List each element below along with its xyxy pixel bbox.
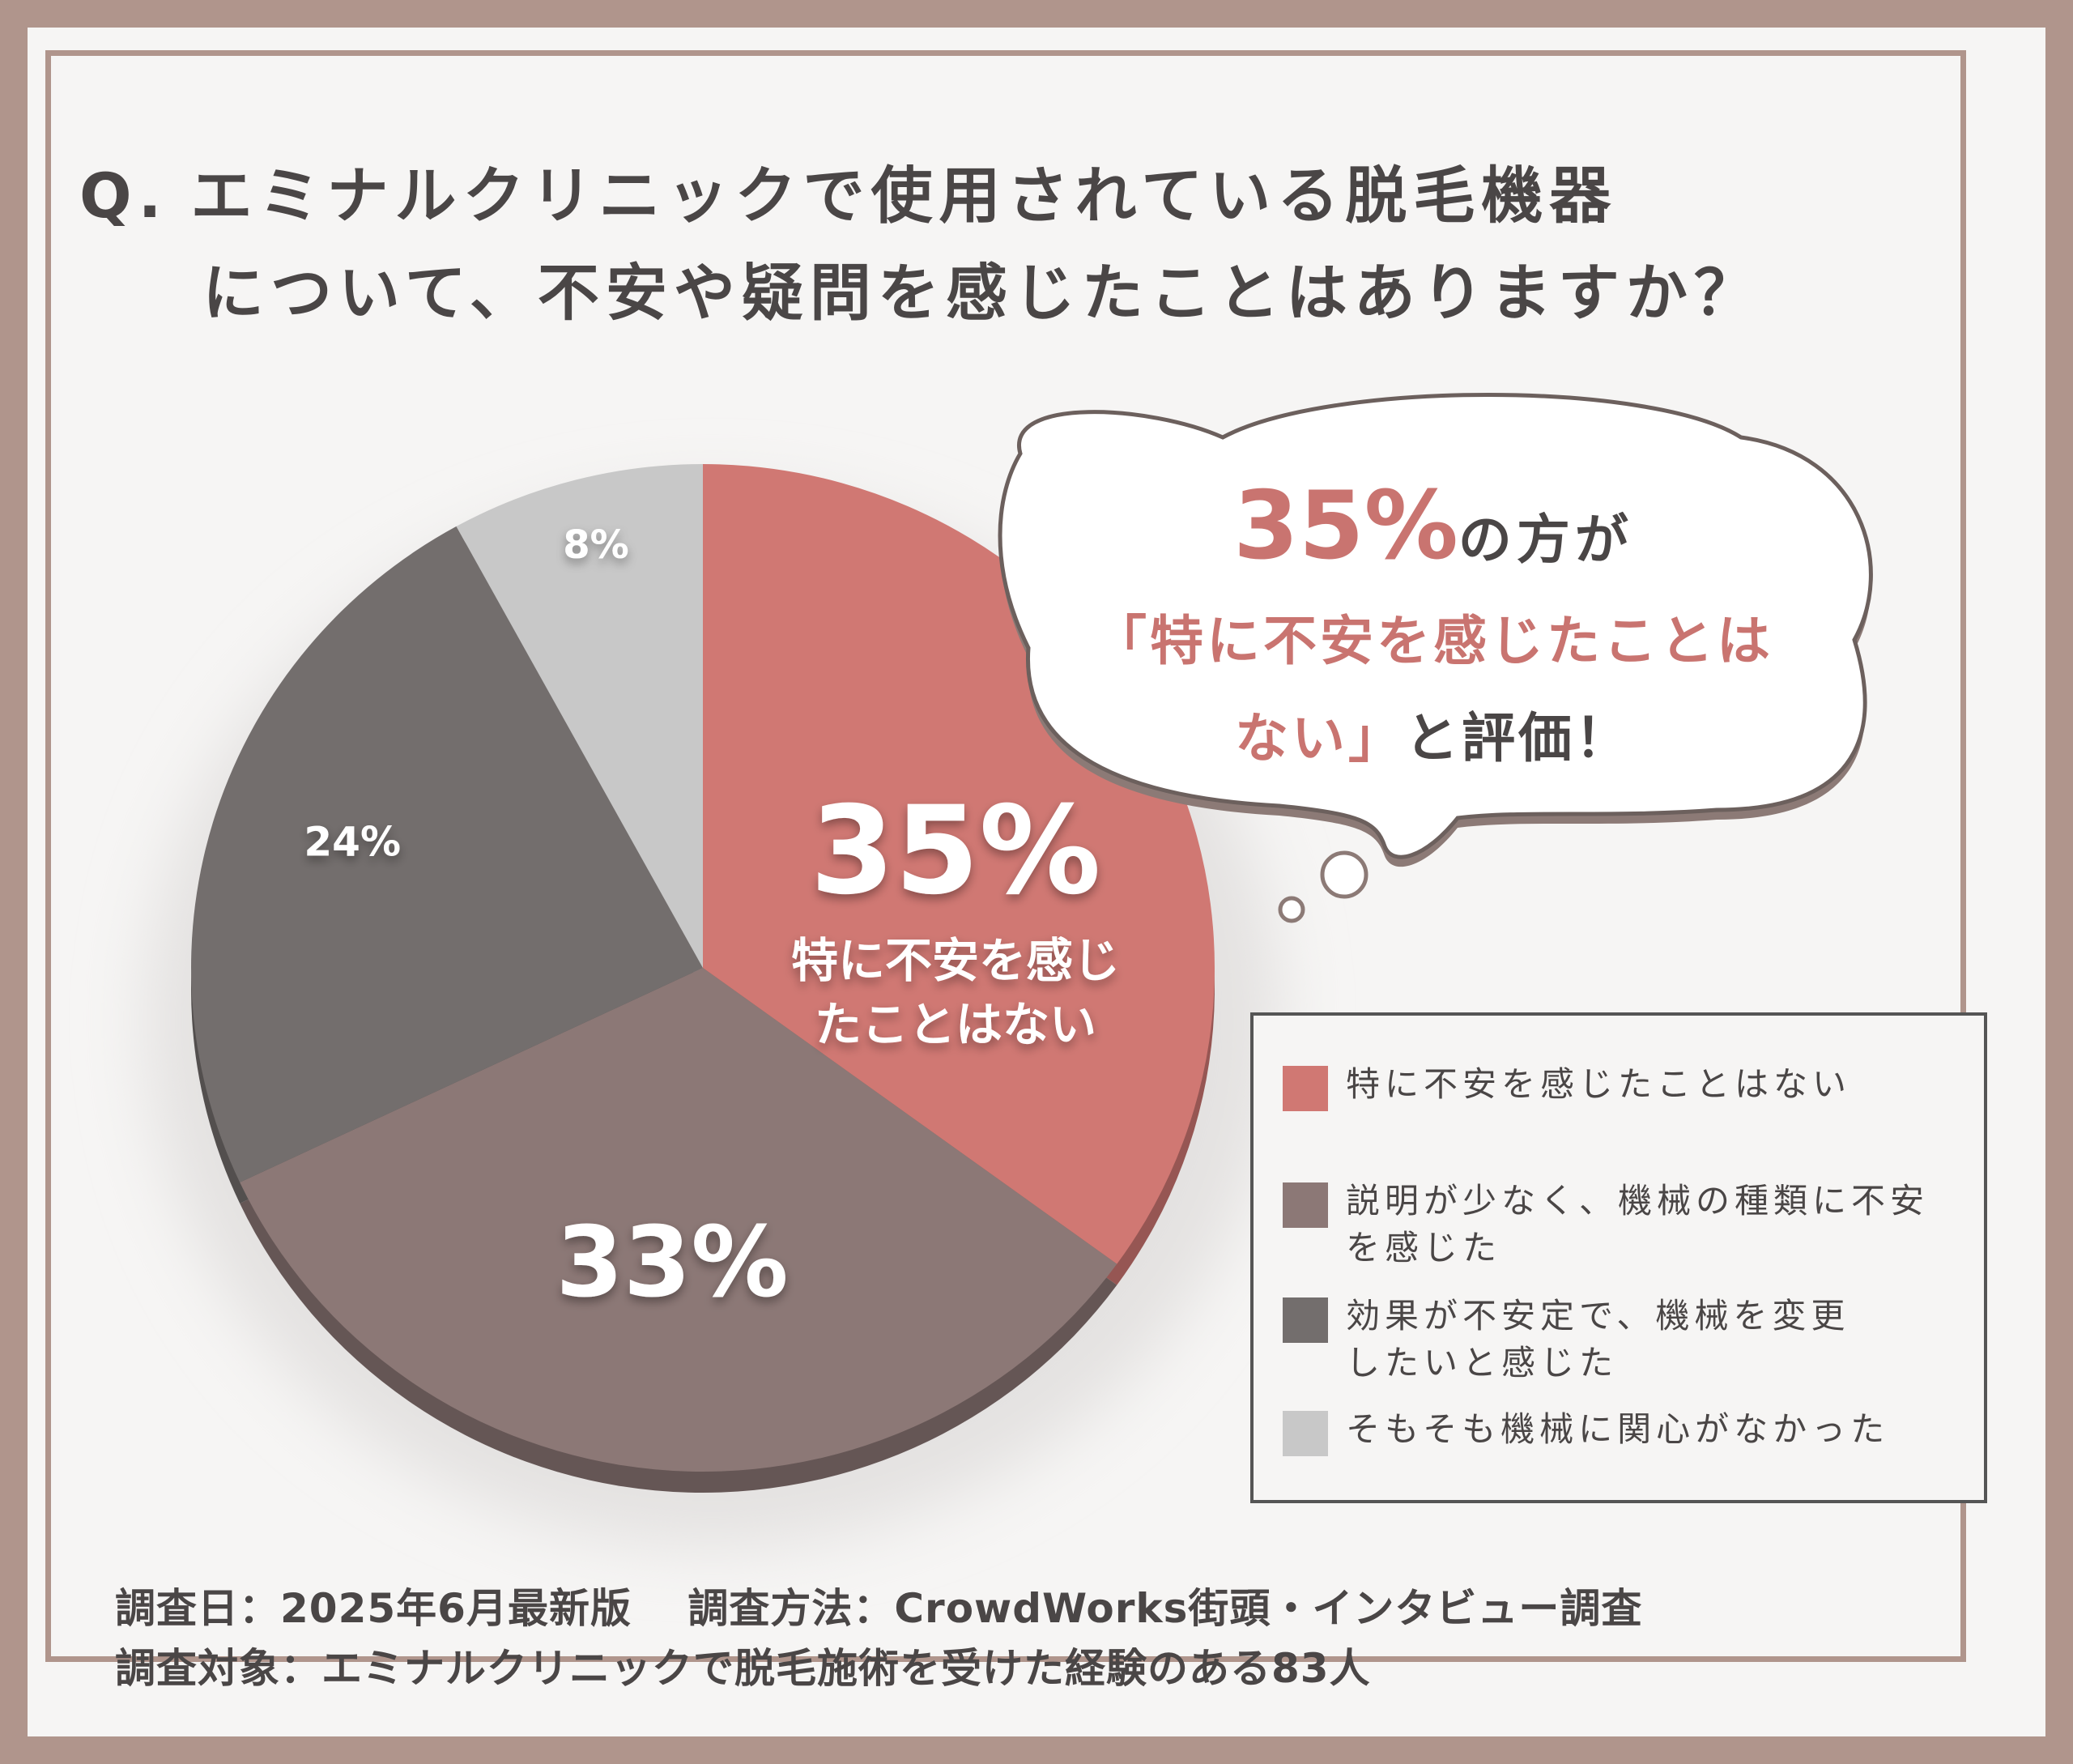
- pie-label-no-interest: 8%: [563, 522, 629, 568]
- legend-label-line: 特に不安を感じたことはない: [1346, 1064, 1852, 1104]
- legend-swatch-mauve: [1283, 1182, 1328, 1228]
- callout-line-3-suffix: と評価！: [1405, 707, 1632, 769]
- question-title-line-2: について、不安や疑問を感じたことはありますか？: [202, 243, 1762, 332]
- pie-labels: 35% 33% 24% 8% 特に不安を感じたことはない: [304, 522, 1120, 1319]
- bubble-dot-small: [1278, 896, 1305, 923]
- inner-frame: [45, 50, 1966, 1662]
- legend-label-line: 効果が不安定で、機械を変更: [1346, 1296, 1850, 1336]
- legend-item: 特に不安を感じたことはない: [1283, 1061, 1961, 1111]
- bubble-body: [998, 393, 1873, 859]
- legend-label: そもそも機械に関心がなかった: [1346, 1406, 1961, 1453]
- question-line-2: について、不安や疑問を感じたことはありますか？: [202, 257, 1762, 329]
- callout-line-1-suffix: の方が: [1458, 509, 1633, 571]
- legend-swatch-red: [1283, 1066, 1328, 1111]
- question-title-line-1: Q. エミナルクリニックで使用されている脱毛機器: [79, 146, 1617, 235]
- legend: 特に不安を感じたことはない 説明が少なく、機械の種類に不安 を感じた 効果が不安定…: [1250, 1012, 1987, 1503]
- pie-slice-unstable-effect: [191, 526, 703, 1182]
- pie-slice-unclear-explanation: [240, 968, 1117, 1472]
- pie-label-unstable-effect: 24%: [304, 819, 401, 866]
- legend-label-line: 説明が少なく、機械の種類に不安: [1346, 1181, 1930, 1221]
- callout-line-3: ない」と評価！: [1004, 695, 1862, 773]
- legend-label: 効果が不安定で、機械を変更 したいと感じた: [1346, 1293, 1961, 1387]
- legend-label-line: を感じた: [1346, 1228, 1502, 1268]
- pie-annotation-line-1: 特に不安を感じ: [791, 933, 1120, 988]
- legend-label-line: そもそも機械に関心がなかった: [1346, 1409, 1890, 1449]
- legend-swatch-light-gray: [1283, 1411, 1328, 1456]
- legend-label-line: したいと感じた: [1346, 1343, 1619, 1383]
- legend-item: 説明が少なく、機械の種類に不安 を感じた: [1283, 1178, 1961, 1272]
- legend-label: 特に不安を感じたことはない: [1346, 1061, 1961, 1108]
- pie-slice-no-interest: [456, 464, 703, 968]
- legend-item: 効果が不安定で、機械を変更 したいと感じた: [1283, 1293, 1961, 1387]
- pie-label-unclear-explanation: 33%: [555, 1207, 788, 1319]
- legend-item: そもそも機械に関心がなかった: [1283, 1406, 1961, 1456]
- question-line-1: エミナルクリニックで使用されている脱毛機器: [190, 160, 1618, 232]
- legend-label: 説明が少なく、機械の種類に不安 を感じた: [1346, 1178, 1961, 1272]
- bubble-dot-large: [1320, 850, 1369, 899]
- question-prefix: Q.: [79, 160, 168, 232]
- footer-survey-target: 調査対象：エミナルクリニックで脱毛施術を受けた経験のある83人: [115, 1645, 1371, 1692]
- callout-line-1: 35%の方が: [1004, 471, 1862, 581]
- legend-swatch-gray: [1283, 1297, 1328, 1343]
- callout-line-3-highlight: ない」: [1235, 707, 1405, 769]
- pie-label-none: 35%: [810, 781, 1100, 922]
- callout-line-2: 「特に不安を感じたことは: [1093, 610, 1773, 672]
- footer-survey-info: 調査日：2025年6月最新版 調査方法：CrowdWorks街頭・インタビュー調…: [115, 1585, 1643, 1632]
- pie-annotation-line-2: たことはない: [815, 997, 1096, 1052]
- callout-percent: 35%: [1233, 471, 1458, 581]
- callout-bubble: [998, 393, 1873, 923]
